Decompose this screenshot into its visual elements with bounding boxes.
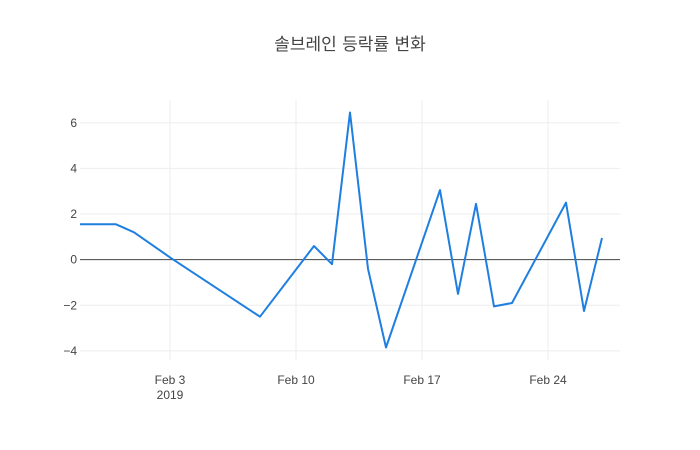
x-tick-label: Feb 17: [403, 373, 441, 387]
y-tick-label: 2: [70, 207, 77, 221]
chart-title: 솔브레인 등락률 변화: [274, 35, 426, 55]
x-tick-label: Feb 10: [277, 373, 315, 387]
y-tick-label: 6: [70, 116, 77, 130]
series-line: [80, 111, 603, 349]
x-tick-label: Feb 24: [529, 373, 567, 387]
y-tick-label: 4: [70, 161, 77, 175]
gridlines: [80, 100, 620, 360]
y-tick-label: −4: [63, 344, 77, 358]
y-tick-label: −2: [63, 298, 77, 312]
y-axis-ticks: −4 −2 0 2 4 6: [63, 116, 77, 358]
x-tick-label: Feb 3: [155, 373, 186, 387]
x-tick-sublabel: 2019: [157, 388, 184, 402]
data-series: [80, 111, 603, 349]
y-tick-label: 0: [70, 253, 77, 267]
